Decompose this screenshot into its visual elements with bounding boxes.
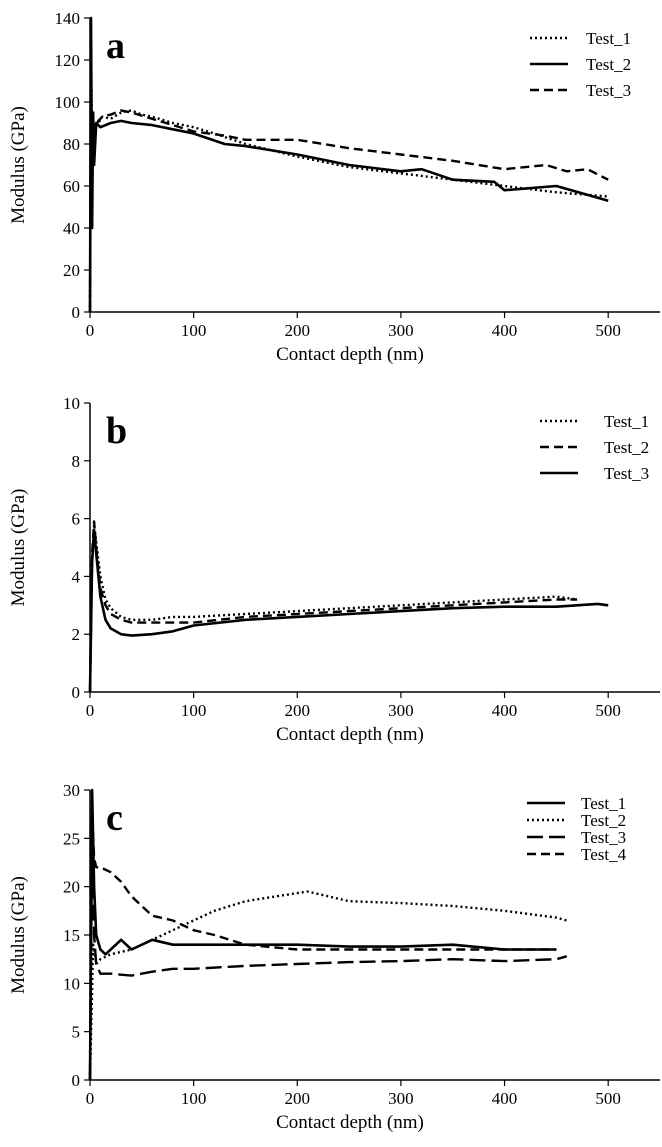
x-tick-label: 500 bbox=[595, 321, 621, 340]
legend-label: Test_1 bbox=[586, 29, 631, 48]
y-tick-label: 6 bbox=[72, 510, 81, 529]
y-tick-label: 0 bbox=[72, 303, 81, 322]
x-tick-label: 100 bbox=[181, 1089, 207, 1108]
x-tick-label: 400 bbox=[492, 1089, 518, 1108]
y-tick-label: 5 bbox=[72, 1023, 81, 1042]
series-line-test-4 bbox=[88, 808, 557, 1081]
x-tick-label: 200 bbox=[285, 701, 311, 720]
y-axis-label: Modulus (GPa) bbox=[8, 106, 29, 224]
legend-label: Test_3 bbox=[604, 464, 649, 483]
panel-letter: c bbox=[106, 797, 123, 839]
y-tick-label: 20 bbox=[63, 261, 80, 280]
y-tick-label: 8 bbox=[72, 452, 81, 471]
y-tick-label: 4 bbox=[72, 567, 81, 586]
x-tick-label: 100 bbox=[181, 701, 207, 720]
series-line-test-2 bbox=[88, 16, 609, 313]
legend-label: Test_2 bbox=[604, 438, 649, 457]
y-tick-label: 0 bbox=[72, 683, 81, 702]
y-axis-label: Modulus (GPa) bbox=[8, 489, 29, 607]
x-axis-label: Contact depth (nm) bbox=[276, 724, 424, 745]
x-axis-label: Contact depth (nm) bbox=[276, 1112, 424, 1133]
y-tick-label: 80 bbox=[63, 135, 80, 154]
x-tick-label: 200 bbox=[285, 321, 311, 340]
x-tick-label: 500 bbox=[595, 1089, 621, 1108]
panel-letter: b bbox=[106, 410, 127, 452]
series-line-test-3 bbox=[88, 90, 609, 313]
y-tick-label: 2 bbox=[72, 625, 81, 644]
x-tick-label: 0 bbox=[86, 321, 95, 340]
x-tick-label: 400 bbox=[492, 701, 518, 720]
legend-label: Test_1 bbox=[581, 794, 626, 813]
y-tick-label: 120 bbox=[55, 51, 81, 70]
x-tick-label: 0 bbox=[86, 1089, 95, 1108]
y-tick-label: 60 bbox=[63, 177, 80, 196]
y-tick-label: 30 bbox=[63, 781, 80, 800]
legend-label: Test_2 bbox=[581, 811, 626, 830]
x-tick-label: 400 bbox=[492, 321, 518, 340]
y-tick-label: 25 bbox=[63, 829, 80, 848]
x-tick-label: 100 bbox=[181, 321, 207, 340]
x-axis-label: Contact depth (nm) bbox=[276, 344, 424, 365]
series-line-test-3 bbox=[88, 837, 568, 1081]
legend-label: Test_2 bbox=[586, 55, 631, 74]
y-tick-label: 15 bbox=[63, 926, 80, 945]
x-tick-label: 200 bbox=[285, 1089, 311, 1108]
series-line-test-3 bbox=[88, 528, 609, 693]
y-tick-label: 10 bbox=[63, 974, 80, 993]
legend-label: Test_3 bbox=[581, 828, 626, 847]
panel-letter: a bbox=[106, 25, 125, 67]
series-line-test-1 bbox=[88, 523, 578, 693]
chart-panel-a: 0 20 40 60 80 100 120 140 0 100 200 300 400 500 Contac… bbox=[8, 9, 660, 365]
x-tick-label: 300 bbox=[388, 701, 414, 720]
y-tick-label: 40 bbox=[63, 219, 80, 238]
y-axis-label: Modulus (GPa) bbox=[8, 876, 29, 994]
x-tick-label: 300 bbox=[388, 1089, 414, 1108]
y-tick-label: 100 bbox=[55, 93, 81, 112]
legend-label: Test_3 bbox=[586, 81, 631, 100]
series-line-test-2 bbox=[88, 890, 568, 1081]
x-tick-label: 0 bbox=[86, 701, 95, 720]
y-tick-label: 0 bbox=[72, 1071, 81, 1090]
x-tick-label: 500 bbox=[595, 701, 621, 720]
y-tick-label: 140 bbox=[55, 9, 81, 28]
legend-label: Test_4 bbox=[581, 845, 627, 864]
y-tick-label: 20 bbox=[63, 878, 80, 897]
y-tick-label: 10 bbox=[63, 394, 80, 413]
legend-label: Test_1 bbox=[604, 412, 649, 431]
x-tick-label: 300 bbox=[388, 321, 414, 340]
series-line-test-1 bbox=[88, 42, 609, 313]
